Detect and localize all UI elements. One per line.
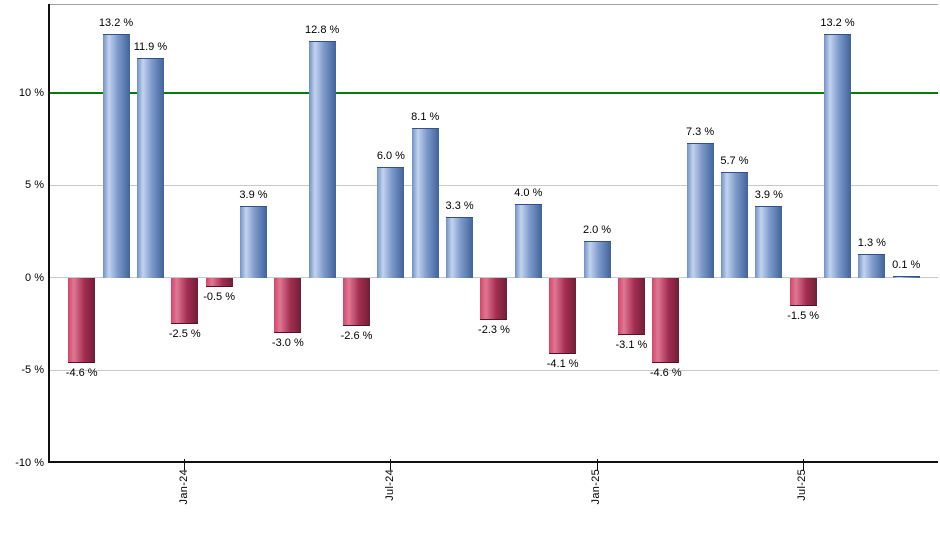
bar-negative xyxy=(205,277,233,288)
bar-positive xyxy=(824,33,851,278)
bar-value-label: -4.6 % xyxy=(65,367,98,380)
bar-value-label: -2.5 % xyxy=(168,328,201,341)
x-axis-tick-label: Jan-25 xyxy=(590,469,603,505)
x-axis-tick-label: Jul-25 xyxy=(796,469,809,501)
gridline xyxy=(49,369,938,371)
x-axis-tick-label: Jan-24 xyxy=(177,469,190,505)
y-axis-tick-label: -5 % xyxy=(21,364,44,377)
bar-value-label: 12.8 % xyxy=(305,24,340,37)
plot-top-border xyxy=(49,4,938,5)
y-axis-tick-label: -10 % xyxy=(15,457,44,469)
bar-positive xyxy=(136,57,164,278)
bar-value-label: 13.2 % xyxy=(98,16,134,29)
y-axis-tick-label: 10 % xyxy=(18,86,44,99)
bar-negative xyxy=(68,277,96,364)
bar-positive xyxy=(583,240,611,278)
bar-positive xyxy=(720,172,748,278)
bar-negative xyxy=(343,277,371,327)
x-axis-tick-label: Jul-24 xyxy=(383,469,396,501)
bar-value-label: 11.9 % xyxy=(133,40,168,53)
bar-positive xyxy=(239,205,267,278)
bar-value-label: 1.3 % xyxy=(857,236,886,249)
x-axis-tick-mark xyxy=(390,459,392,470)
x-axis-tick-mark xyxy=(184,459,186,470)
bar-value-label: -0.5 % xyxy=(203,291,236,304)
bar-value-label: -3.0 % xyxy=(271,337,304,350)
bar-negative xyxy=(789,277,817,306)
bar-value-label: -4.1 % xyxy=(546,357,579,370)
y-axis-tick-label: 5 % xyxy=(25,179,44,192)
bar-value-label: 13.2 % xyxy=(820,16,855,29)
bar-value-label: -1.5 % xyxy=(787,309,820,322)
bar-positive xyxy=(446,216,474,278)
bar-positive xyxy=(858,253,886,278)
bar-value-label: 3.9 % xyxy=(754,188,783,201)
bar-value-label: -4.6 % xyxy=(649,367,682,380)
bar-value-label: 8.1 % xyxy=(411,111,440,123)
bar-negative xyxy=(274,277,302,334)
bar-value-label: -3.1 % xyxy=(615,339,648,352)
bar-positive xyxy=(755,205,783,278)
bar-positive xyxy=(686,142,714,278)
bar-positive xyxy=(514,203,542,278)
x-axis-line xyxy=(48,461,938,463)
bar-negative xyxy=(652,277,680,364)
bar-value-label: 0.1 % xyxy=(892,259,921,272)
bar-value-label: -2.6 % xyxy=(340,330,373,343)
y-axis-line xyxy=(48,4,50,463)
y-axis-tick-label: 0 % xyxy=(25,271,44,284)
bar-negative xyxy=(617,277,645,336)
bar-positive xyxy=(102,33,130,278)
plot-area: -4.6 % 13.2 % 11.9 % -2.5 % -0.5 % 3.9 % -3.0 … xyxy=(48,4,938,463)
bar-negative xyxy=(480,277,508,321)
bar-negative xyxy=(549,277,577,354)
bar-value-label: -2.3 % xyxy=(478,324,510,337)
bar-value-label: 3.3 % xyxy=(445,199,474,212)
reference-line-10pct xyxy=(49,91,938,94)
gridline xyxy=(49,184,938,186)
bar-value-label: 4.0 % xyxy=(514,186,543,199)
x-axis-tick-mark xyxy=(596,459,598,470)
bar-positive xyxy=(308,41,336,278)
bar-value-label: 3.9 % xyxy=(239,188,268,201)
bar-positive xyxy=(377,166,405,278)
bar-positive xyxy=(892,276,920,278)
bar-positive xyxy=(411,128,439,278)
bar-value-label: 6.0 % xyxy=(376,149,405,162)
bar-value-label: 5.7 % xyxy=(720,155,749,168)
bar-value-label: 7.3 % xyxy=(686,125,715,138)
bar-negative xyxy=(171,277,199,325)
x-axis-tick-mark xyxy=(802,459,804,470)
bar-value-label: 2.0 % xyxy=(582,223,612,236)
